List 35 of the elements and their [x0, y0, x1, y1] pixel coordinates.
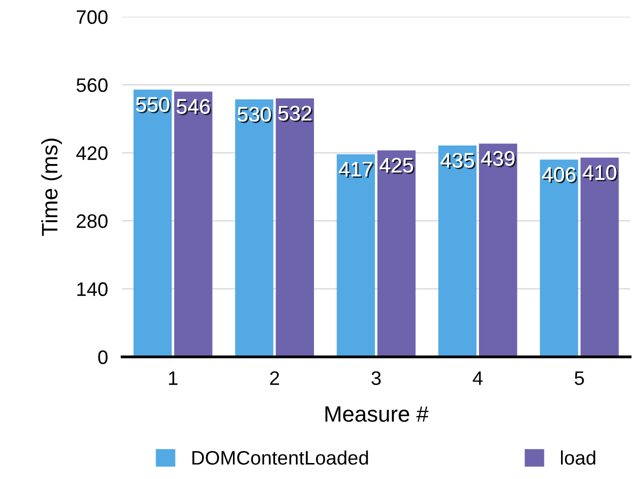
- data-label: 546: [176, 99, 212, 116]
- data-label: 425: [380, 158, 414, 174]
- x-tick-label: 1: [169, 371, 178, 385]
- bar: [174, 92, 212, 357]
- y-tick-label: 140: [77, 282, 108, 296]
- y-axis-title: Time (ms): [41, 138, 62, 236]
- x-tick-label: 3: [371, 371, 381, 386]
- bar: [336, 154, 375, 357]
- bar: [540, 160, 578, 357]
- bar: [377, 150, 416, 357]
- x-tick-label: 2: [270, 371, 279, 385]
- data-label: 439: [481, 151, 516, 168]
- data-label: 435: [440, 153, 476, 170]
- data-label: 406: [542, 167, 577, 184]
- x-tick-label: 5: [574, 371, 584, 386]
- data-label: 532: [278, 106, 313, 122]
- data-label: 550: [136, 97, 171, 114]
- legend-label: load: [561, 450, 596, 465]
- bar: [580, 158, 619, 357]
- data-label: 410: [582, 165, 618, 182]
- x-tick-label: 4: [472, 371, 483, 385]
- legend-label: DOMContentLoaded: [192, 450, 368, 465]
- y-tick-label: 0: [98, 350, 108, 364]
- bar: [134, 90, 172, 357]
- data-label: 530: [238, 106, 272, 123]
- y-tick-label: 560: [76, 78, 108, 92]
- y-tick-label: 420: [76, 146, 108, 160]
- y-tick-label: 280: [76, 214, 108, 228]
- x-axis-title: Measure #: [325, 406, 429, 422]
- y-tick-label: 700: [76, 10, 108, 24]
- data-label: 417: [338, 162, 374, 178]
- bar: [478, 144, 518, 357]
- bar: [276, 98, 314, 357]
- bar: [235, 99, 274, 357]
- bar: [438, 146, 477, 357]
